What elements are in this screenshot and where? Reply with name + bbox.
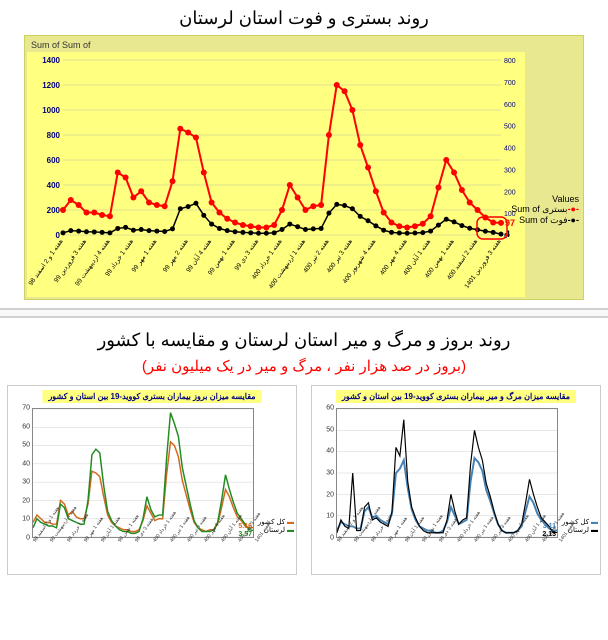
chart1-container: Sum of Sum of 02004006008001000120014000… (24, 35, 584, 300)
svg-text:500: 500 (504, 124, 516, 131)
svg-text:400: 400 (47, 181, 61, 190)
svg-text:200: 200 (47, 206, 61, 215)
svg-text:1200: 1200 (42, 81, 60, 90)
svg-text:هفته 3 دی 99: هفته 3 دی 99 (234, 238, 261, 272)
chart1: 0200400600800100012001400010020030040050… (27, 52, 581, 297)
svg-text:1400: 1400 (42, 56, 60, 65)
svg-text:600: 600 (47, 156, 61, 165)
svg-text:1000: 1000 (42, 106, 60, 115)
chart1-legend-panel: Values -●-بستری Sum of -●-فوت Sum of (525, 52, 581, 297)
chart2-title: مقایسه میزان بروز بیماران بستری کووید-19… (42, 390, 261, 403)
chart2: مقایسه میزان بروز بیماران بستری کووید-19… (7, 385, 297, 575)
chart1-top-legend: Sum of Sum of (27, 38, 581, 52)
main-title-2: روند بروز و مرگ و میر استان لرستان و مقا… (0, 322, 608, 357)
svg-text:800: 800 (504, 58, 516, 65)
main-title-1: روند بستری و فوت استان لرستان (0, 0, 608, 35)
svg-text:800: 800 (47, 131, 61, 140)
svg-text:400: 400 (504, 146, 516, 153)
svg-text:600: 600 (504, 102, 516, 109)
divider (0, 308, 608, 318)
chart3-title: مقایسه میزان مرگ و میر بیماران بستری کوو… (336, 390, 576, 403)
svg-text:700: 700 (504, 80, 516, 87)
bottom-charts-row: مقایسه میزان بروز بیماران بستری کووید-19… (0, 381, 608, 579)
svg-text:300: 300 (504, 167, 516, 174)
chart3: مقایسه میزان مرگ و میر بیماران بستری کوو… (311, 385, 601, 575)
svg-text:200: 200 (504, 189, 516, 196)
svg-text:هفته 1 مهر 99: هفته 1 مهر 99 (131, 238, 159, 274)
subtitle-2: (بروز در صد هزار نفر ، مرگ و میر در یک م… (0, 357, 608, 381)
